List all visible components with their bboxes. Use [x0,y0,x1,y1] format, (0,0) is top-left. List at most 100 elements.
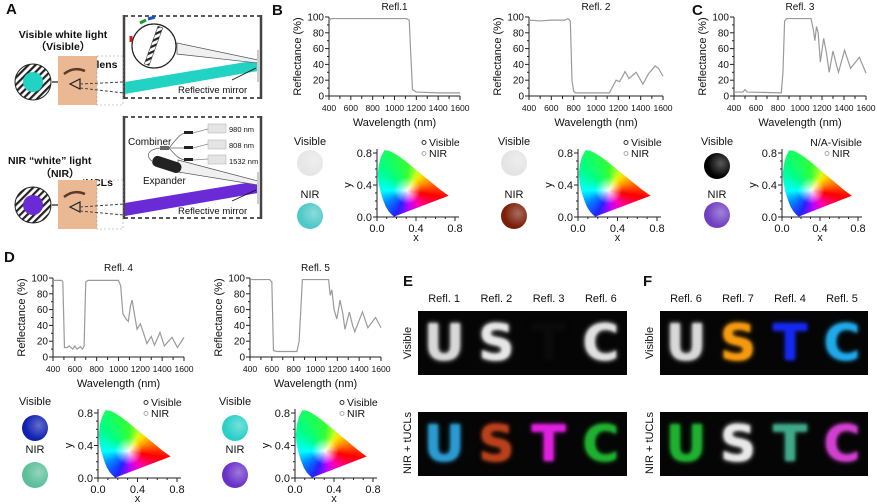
y-tick-label: 0.8 [357,148,372,160]
x-tick-label: 800 [365,103,380,113]
y-tick-label: 60 [718,44,730,55]
spectrum-chart-R5: Refl. 5 0 20 40 60 80 100 400 600 800 1000 1200 1400… [213,263,391,390]
color-swatch-nir [297,203,323,229]
y-tick-label: 80 [313,28,325,39]
legend-marker [824,151,830,156]
x-tick-label: 1400 [429,103,448,113]
legend-label: Visible [631,137,662,149]
column-label: Refl. 2 [480,293,512,305]
y-tick-label: 0 [42,353,48,364]
chart-title: Refl. 5 [301,263,330,274]
y-tick-label: 0.0 [558,212,573,224]
y-tick-label: 0 [518,92,524,103]
letter-t: T [772,314,808,372]
x-tick-label: 400 [727,103,742,113]
combiner-icon [160,146,169,150]
legend-label: Visible [151,397,182,409]
y-tick-label: 100 [307,13,324,24]
spectrum-line [250,278,382,353]
image-panel-e: Refl. 1 Refl. 2 Refl. 3 Refl. 6 Visible NIR +… [402,293,617,474]
legend-marker [339,411,345,416]
color-swatch-nir [22,462,48,488]
column-label: Refl. 3 [533,293,565,305]
legend-marker [339,400,345,405]
x-tick-label: 0.4 [130,484,145,496]
y-tick-label: 80 [37,289,49,300]
x-tick-label: 0.8 [169,484,184,496]
letter-u: U [665,415,707,473]
row-label: Visible [644,327,656,359]
legend-marker [623,140,629,145]
x-tick-label: 400 [522,103,537,113]
legend-label: Visible [429,137,460,149]
color-swatch-visible [22,415,48,441]
y-tick-label: 0.0 [357,212,372,224]
y-tick-label: 0.4 [357,180,372,192]
y-tick-label: 40 [513,60,525,71]
y-tick-label: 80 [718,28,730,39]
x-tick-label: 1000 [790,103,809,113]
y-axis-label: Reflectance (%) [292,17,304,95]
y-tick-label: 0 [723,92,729,103]
swatch-label-nir: NIR [301,189,320,201]
letter-c: C [582,314,620,372]
spectrum-chart-R4: Refl. 4 0 20 40 60 80 100 400 600 800 1000 1200 1400… [16,263,194,390]
visible-beam [125,60,258,94]
y-tick-label: 60 [513,44,525,55]
y-tick-label: 100 [507,13,524,24]
chart-title: Refl. 2 [582,2,611,13]
x-tick-label: 0.4 [326,484,341,496]
x-tick-label: 1600 [653,103,672,113]
swatch-label-nir: NIR [708,189,727,201]
column-label: Refl. 5 [826,293,858,305]
row-label: NIR + tUCLs [402,411,414,474]
spectrum-chart-R1: Refl.1 0 20 40 60 80 100 400 600 800 1000 1200 1400 1… [292,2,470,129]
x-axis-label: x [413,232,419,244]
x-tick-label: 1600 [174,364,193,374]
x-tick-label: 600 [544,103,559,113]
x-tick-label: 1600 [450,103,469,113]
y-tick-label: 0.4 [762,180,777,192]
legend-label: Visible [347,397,378,409]
x-tick-label: 800 [286,364,301,374]
x-tick-label: 1600 [371,364,390,374]
x-tick-label: 1200 [328,364,347,374]
laser-808-label: 808 nm [229,141,254,150]
legend-marker [623,151,629,156]
x-axis-label: x [817,232,823,244]
y-tick-label: 60 [313,44,325,55]
y-tick-label: 60 [37,305,49,316]
y-axis-label: y [747,182,759,188]
x-axis-label: Wavelength (nm) [77,378,160,390]
reflective-mirror [257,50,260,82]
y-tick-label: 0.0 [275,473,290,485]
x-tick-label: 0.0 [287,484,302,496]
chart-title: Refl.1 [381,2,408,13]
x-tick-label: 1400 [631,103,650,113]
y-tick-label: 40 [718,60,730,71]
x-tick-label: 0.4 [610,223,625,235]
x-tick-label: 1400 [153,364,172,374]
x-tick-label: 1400 [350,364,369,374]
x-tick-label: 0.4 [812,223,827,235]
x-tick-label: 1000 [306,364,325,374]
y-tick-label: 40 [234,321,246,332]
y-tick-label: 20 [234,337,246,348]
panel-label-a: A [6,1,17,18]
x-tick-label: 800 [89,364,104,374]
legend-label: NIR [429,148,448,160]
x-tick-label: 1200 [407,103,426,113]
legend-label: NIR [832,148,851,160]
y-tick-label: 0.4 [78,441,93,453]
y-tick-label: 20 [313,76,325,87]
y-tick-label: 0 [239,353,245,364]
swatch-label-visible: Visible [19,396,51,408]
x-tick-label: 1400 [834,103,853,113]
x-axis-label: x [615,232,621,244]
cie-chart-CIE3: 0.00.00.40.40.80.8xyN/A-VisibleNIRVisibl… [701,136,866,244]
